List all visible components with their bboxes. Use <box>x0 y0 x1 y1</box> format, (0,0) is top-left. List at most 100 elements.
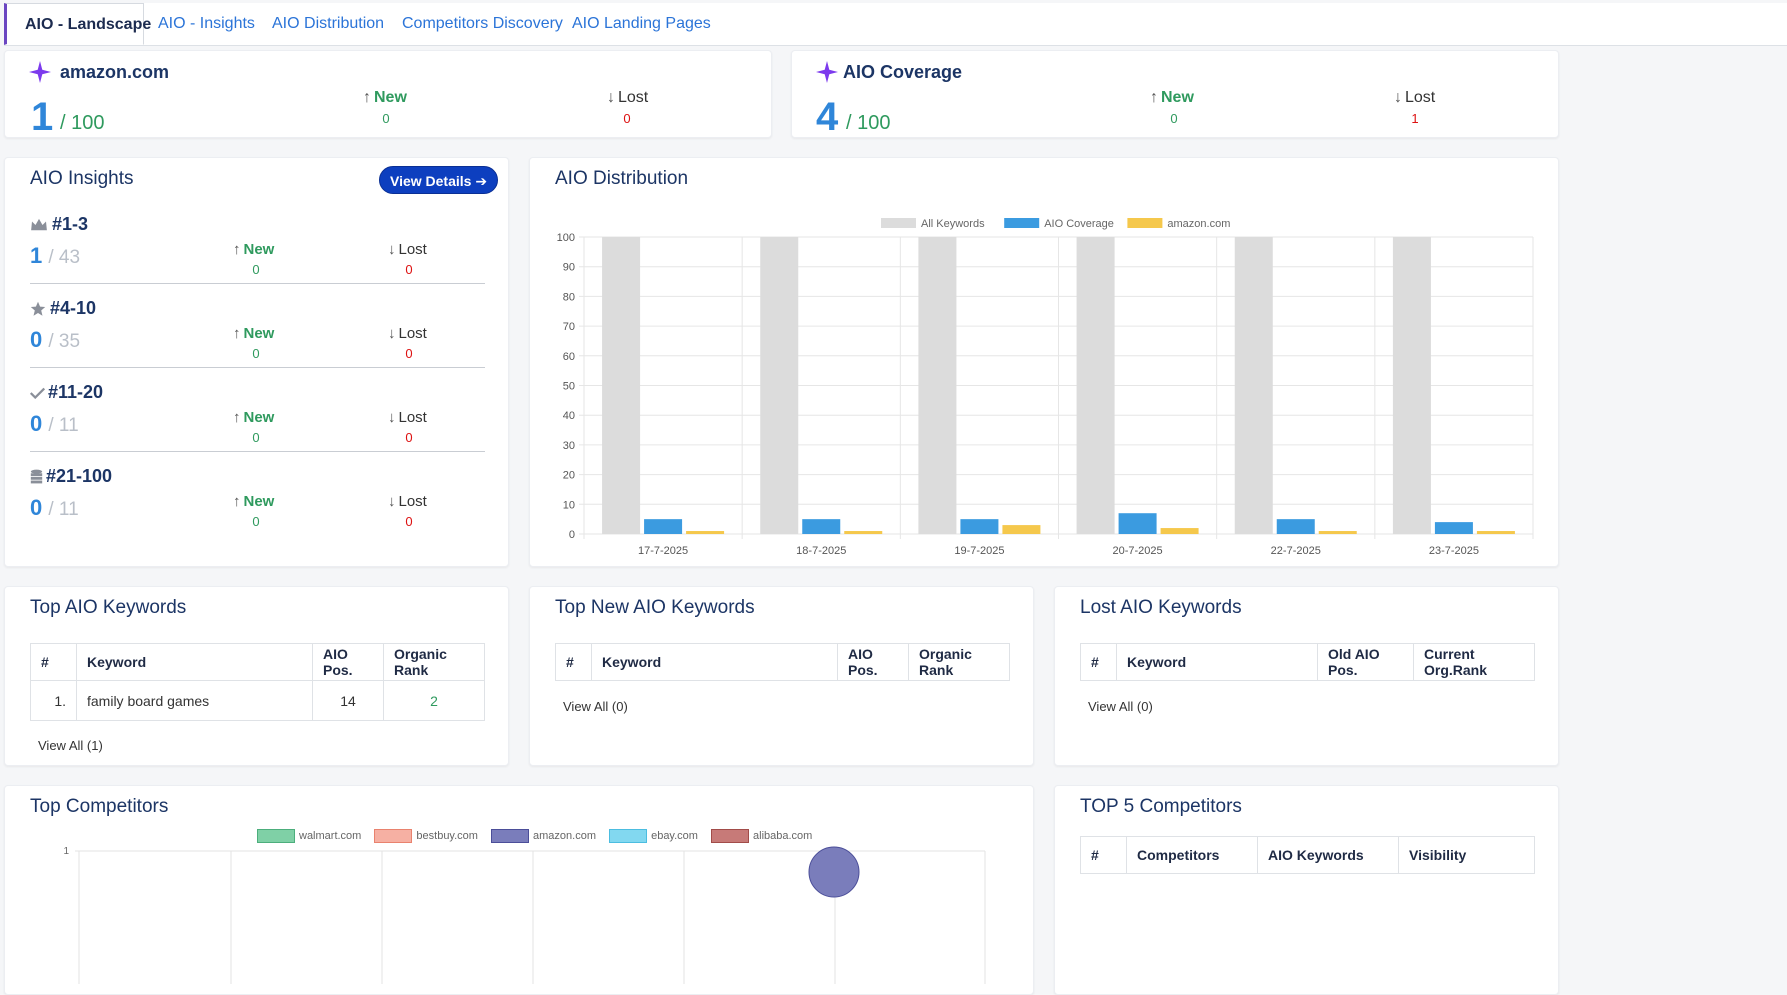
star-icon <box>30 301 46 316</box>
top-competitors-card: Top Competitors walmart.com bestbuy.com … <box>4 785 1034 995</box>
tab-aio-insights[interactable]: AIO - Insights <box>158 15 255 32</box>
rank-lost-label: ↓ Lost <box>388 493 427 510</box>
domain-title: amazon.com <box>60 62 170 82</box>
bar <box>1318 531 1357 534</box>
y-tick-label: 30 <box>563 440 575 452</box>
legend-item[interactable]: alibaba.com <box>711 829 812 843</box>
competitors-chart: 1 <box>63 846 986 984</box>
legend-swatch <box>609 829 648 843</box>
bar <box>960 519 999 534</box>
bar <box>1160 528 1199 534</box>
legend-label: AIO Coverage <box>1044 218 1114 230</box>
tab-aio-landscape[interactable]: AIO - Landscape <box>4 3 151 45</box>
legend-item[interactable]: amazon.com <box>1127 218 1230 230</box>
y-tick-label: 0 <box>569 529 575 541</box>
y-tick-label: 20 <box>563 470 575 482</box>
competitors-legend: walmart.com bestbuy.com amazon.com ebay.… <box>257 829 822 843</box>
coverage-value: 4 <box>816 95 839 139</box>
row-organic-rank: 2 <box>383 680 485 721</box>
legend-swatch <box>491 829 530 843</box>
legend-item[interactable]: walmart.com <box>257 829 361 843</box>
top-keywords-table: # Keyword AIO Pos. Organic Rank 1. famil… <box>30 643 485 721</box>
row-index: 1. <box>30 680 77 721</box>
col-header: Organic Rank <box>908 643 1010 681</box>
col-header: Organic Rank <box>383 643 485 681</box>
domain-lost-value: 0 <box>623 111 631 126</box>
row-keyword[interactable]: family board games <box>76 680 313 721</box>
bar <box>1434 522 1473 534</box>
bar <box>802 519 841 534</box>
col-header: Keyword <box>76 643 313 681</box>
top-keywords-title: Top AIO Keywords <box>30 597 187 618</box>
competitor-bubble[interactable] <box>808 846 860 898</box>
col-header: Competitors <box>1126 836 1258 874</box>
legend-item[interactable]: All Keywords <box>881 218 985 230</box>
rank-new-value: 0 <box>252 346 260 361</box>
bar <box>1234 237 1273 534</box>
rank-group-label: #21-100 <box>46 466 113 486</box>
legend-item[interactable]: bestbuy.com <box>374 829 478 843</box>
row-aio-pos: 14 <box>312 680 384 721</box>
rank-group-value: 0 / 11 <box>30 411 79 436</box>
rank-lost-label: ↓ Lost <box>388 325 427 342</box>
y-tick-label: 10 <box>563 499 575 511</box>
col-header: AIO Pos. <box>312 643 384 681</box>
sparkle-icon <box>29 61 51 83</box>
aio-insights-card: AIO Insights View Details ➔ #1-3 1 / 43 … <box>4 157 509 567</box>
view-details-button[interactable]: View Details ➔ <box>379 166 499 194</box>
crown-icon <box>31 218 47 231</box>
col-header: # <box>1080 836 1127 874</box>
divider <box>30 283 485 284</box>
lost-keywords-title: Lost AIO Keywords <box>1080 597 1242 618</box>
table-row[interactable]: 1. family board games 14 2 <box>30 680 485 721</box>
y-tick-label: 1 <box>63 846 69 857</box>
x-tick-label: 20-7-2025 <box>1113 545 1163 557</box>
col-header: # <box>555 643 592 681</box>
tab-competitors-discovery[interactable]: Competitors Discovery <box>402 15 563 32</box>
coverage-title: AIO Coverage <box>843 62 963 82</box>
x-tick-label: 17-7-2025 <box>638 545 688 557</box>
distribution-title: AIO Distribution <box>555 168 689 189</box>
y-tick-label: 40 <box>563 410 575 422</box>
col-header: AIO Keywords <box>1257 836 1399 874</box>
bar <box>1002 525 1041 534</box>
rank-new-label: ↑ New <box>233 493 275 510</box>
legend-item[interactable]: ebay.com <box>609 829 698 843</box>
col-header: Current Org.Rank <box>1413 643 1535 681</box>
x-tick-label: 18-7-2025 <box>796 545 846 557</box>
y-tick-label: 50 <box>563 381 575 393</box>
rank-lost-label: ↓ Lost <box>388 409 427 426</box>
lost-aio-keywords-card: Lost AIO Keywords # Keyword Old AIO Pos.… <box>1054 586 1559 766</box>
new-aio-keywords-card: Top New AIO Keywords # Keyword AIO Pos. … <box>529 586 1034 766</box>
domain-value: 1 <box>31 95 54 139</box>
aio-distribution-card: AIO Distribution All Keywords AIO Coverag… <box>529 157 1559 567</box>
new-keywords-table: # Keyword AIO Pos. Organic Rank <box>555 643 1010 681</box>
top-competitors-title: Top Competitors <box>30 796 169 817</box>
view-all-link[interactable]: View All (0) <box>1088 699 1153 714</box>
view-all-link[interactable]: View All (1) <box>38 738 103 753</box>
top5-table: # Competitors AIO Keywords Visibility <box>1080 836 1535 874</box>
col-header: Visibility <box>1398 836 1535 874</box>
tab-aio-distribution[interactable]: AIO Distribution <box>272 15 385 32</box>
legend-swatch <box>881 218 916 228</box>
tab-aio-landing-pages[interactable]: AIO Landing Pages <box>572 15 711 32</box>
rank-lost-value: 0 <box>405 346 413 361</box>
legend-item[interactable]: amazon.com <box>491 829 596 843</box>
legend-swatch <box>1127 218 1163 228</box>
domain-summary-card: amazon.com 1 / 100 ↑ New 0 ↓ Lost 0 <box>4 50 772 138</box>
domain-lost-label: ↓ Lost <box>607 89 649 106</box>
legend-item[interactable]: AIO Coverage <box>1004 218 1114 230</box>
domain-new-value: 0 <box>382 111 390 126</box>
bar <box>918 237 957 534</box>
col-header: Old AIO Pos. <box>1317 643 1414 681</box>
rank-lost-value: 0 <box>405 430 413 445</box>
rank-new-value: 0 <box>252 514 260 529</box>
new-keywords-title: Top New AIO Keywords <box>555 597 755 618</box>
bar <box>1392 237 1431 534</box>
legend-swatch <box>711 829 750 843</box>
bar <box>686 531 725 534</box>
coverage-new-label: ↑ New <box>1150 89 1194 106</box>
coverage-total: / 100 <box>846 112 891 134</box>
rank-new-value: 0 <box>252 262 260 277</box>
view-all-link[interactable]: View All (0) <box>563 699 628 714</box>
